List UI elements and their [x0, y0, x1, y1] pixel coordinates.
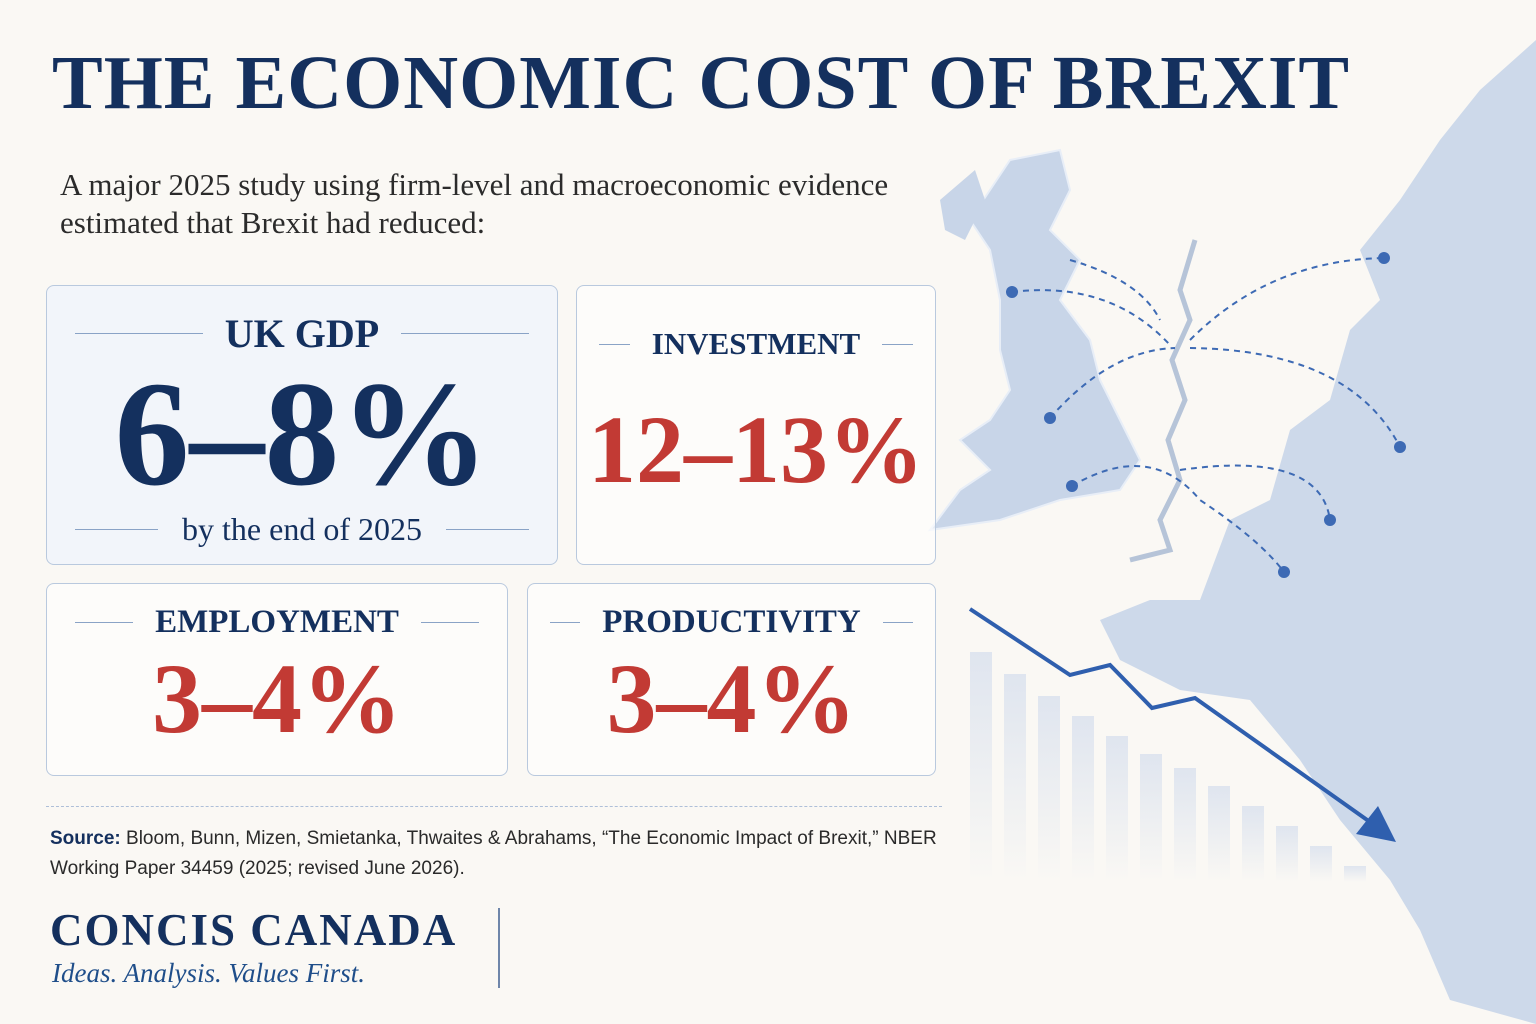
card-label: INVESTMENT [599, 326, 913, 362]
divider [46, 806, 942, 807]
card-value: 6–8% [114, 351, 490, 517]
gdp-card: UK GDP 6–8% by the end of 2025 [46, 285, 558, 565]
card-label: EMPLOYMENT [75, 604, 479, 641]
brand-name: CONCIS CANADA [50, 905, 458, 955]
europe-shape [1100, 40, 1536, 1024]
card-label: UK GDP [75, 310, 529, 357]
title: THE ECONOMIC COST OF BREXIT [52, 41, 1351, 125]
productivity-card: PRODUCTIVITY 3–4% [527, 583, 936, 776]
uk-shape [927, 148, 1142, 532]
employment-card: EMPLOYMENT 3–4% [46, 583, 508, 776]
intro-text: A major 2025 study using firm-level and … [60, 167, 889, 240]
card-label: PRODUCTIVITY [550, 604, 913, 641]
source-text: Bloom, Bunn, Mizen, Smietanka, Thwaites … [50, 828, 937, 879]
card-value: 12–13% [588, 396, 924, 503]
card-value: 3–4% [606, 643, 857, 754]
decline-arrow [968, 607, 1372, 824]
card-note: by the end of 2025 [75, 511, 529, 548]
card-value: 3–4% [152, 643, 402, 754]
arrow-head [1356, 806, 1396, 842]
source-label: Source: [50, 828, 121, 849]
investment-card: INVESTMENT 12–13% [576, 285, 936, 565]
source-note: Source: Bloom, Bunn, Mizen, Smietanka, T… [50, 824, 950, 884]
brand-tagline: Ideas. Analysis. Values First. [52, 958, 365, 988]
city-dots [1006, 252, 1406, 578]
faded-bars [970, 652, 1366, 882]
trade-links [1011, 257, 1401, 573]
brand-divider [498, 908, 500, 988]
crack [1129, 239, 1198, 563]
ireland-shape [940, 170, 985, 240]
